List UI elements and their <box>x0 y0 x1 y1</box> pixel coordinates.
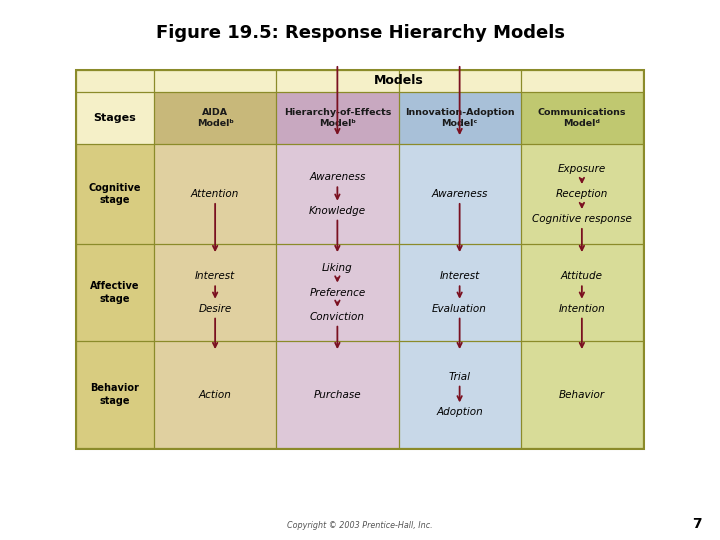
Text: Reception: Reception <box>556 189 608 199</box>
Text: Interest: Interest <box>195 271 235 281</box>
Text: 7: 7 <box>692 517 702 531</box>
Bar <box>76 70 643 92</box>
Text: Figure 19.5: Response Hierarchy Models: Figure 19.5: Response Hierarchy Models <box>156 24 564 42</box>
Bar <box>398 144 521 244</box>
Text: Exposure: Exposure <box>558 164 606 174</box>
Text: Innovation-Adoption
Modelᶜ: Innovation-Adoption Modelᶜ <box>405 108 514 128</box>
Text: Evaluation: Evaluation <box>432 303 487 314</box>
Text: Desire: Desire <box>199 303 232 314</box>
Text: Affective
stage: Affective stage <box>90 281 140 303</box>
Text: Behavior: Behavior <box>559 389 605 400</box>
Bar <box>154 144 276 244</box>
Text: Attitude: Attitude <box>561 271 603 281</box>
Text: Awareness: Awareness <box>431 189 488 199</box>
Text: Behavior
stage: Behavior stage <box>91 383 140 406</box>
Bar <box>76 244 154 341</box>
Bar <box>154 244 276 341</box>
Text: Trial: Trial <box>449 372 471 382</box>
Text: Cognitive response: Cognitive response <box>532 214 632 224</box>
Text: Copyright © 2003 Prentice-Hall, Inc.: Copyright © 2003 Prentice-Hall, Inc. <box>287 522 433 530</box>
Text: Communications
Modelᵈ: Communications Modelᵈ <box>538 108 626 128</box>
Bar <box>398 244 521 341</box>
Bar <box>521 244 643 341</box>
Bar <box>521 144 643 244</box>
Text: Awareness: Awareness <box>309 172 366 183</box>
Bar <box>276 92 398 144</box>
Bar <box>76 144 154 244</box>
Text: Knowledge: Knowledge <box>309 206 366 215</box>
Text: Hierarchy-of-Effects
Modelᵇ: Hierarchy-of-Effects Modelᵇ <box>284 108 391 128</box>
Text: Adoption: Adoption <box>436 407 483 417</box>
Bar <box>521 92 643 144</box>
Text: Stages: Stages <box>94 113 136 123</box>
Text: AIDA
Modelᵇ: AIDA Modelᵇ <box>197 108 233 128</box>
Text: Conviction: Conviction <box>310 312 365 322</box>
Bar <box>521 341 643 448</box>
Bar <box>398 341 521 448</box>
Text: Preference: Preference <box>310 287 366 298</box>
Bar <box>76 341 154 448</box>
Bar <box>398 92 521 144</box>
Bar <box>276 144 398 244</box>
Text: Purchase: Purchase <box>314 389 361 400</box>
Bar <box>76 70 643 448</box>
Text: Attention: Attention <box>191 189 239 199</box>
Bar <box>154 341 276 448</box>
Text: Models: Models <box>374 75 423 87</box>
Bar <box>276 244 398 341</box>
Bar <box>76 92 154 144</box>
Bar <box>154 92 276 144</box>
Text: Liking: Liking <box>322 263 353 273</box>
Bar <box>276 341 398 448</box>
Text: Action: Action <box>199 389 232 400</box>
Text: Intention: Intention <box>559 303 606 314</box>
Text: Cognitive
stage: Cognitive stage <box>89 183 141 205</box>
Text: Interest: Interest <box>439 271 480 281</box>
